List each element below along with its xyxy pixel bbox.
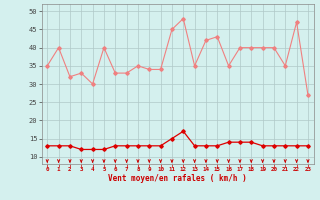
X-axis label: Vent moyen/en rafales ( km/h ): Vent moyen/en rafales ( km/h ) (108, 174, 247, 183)
